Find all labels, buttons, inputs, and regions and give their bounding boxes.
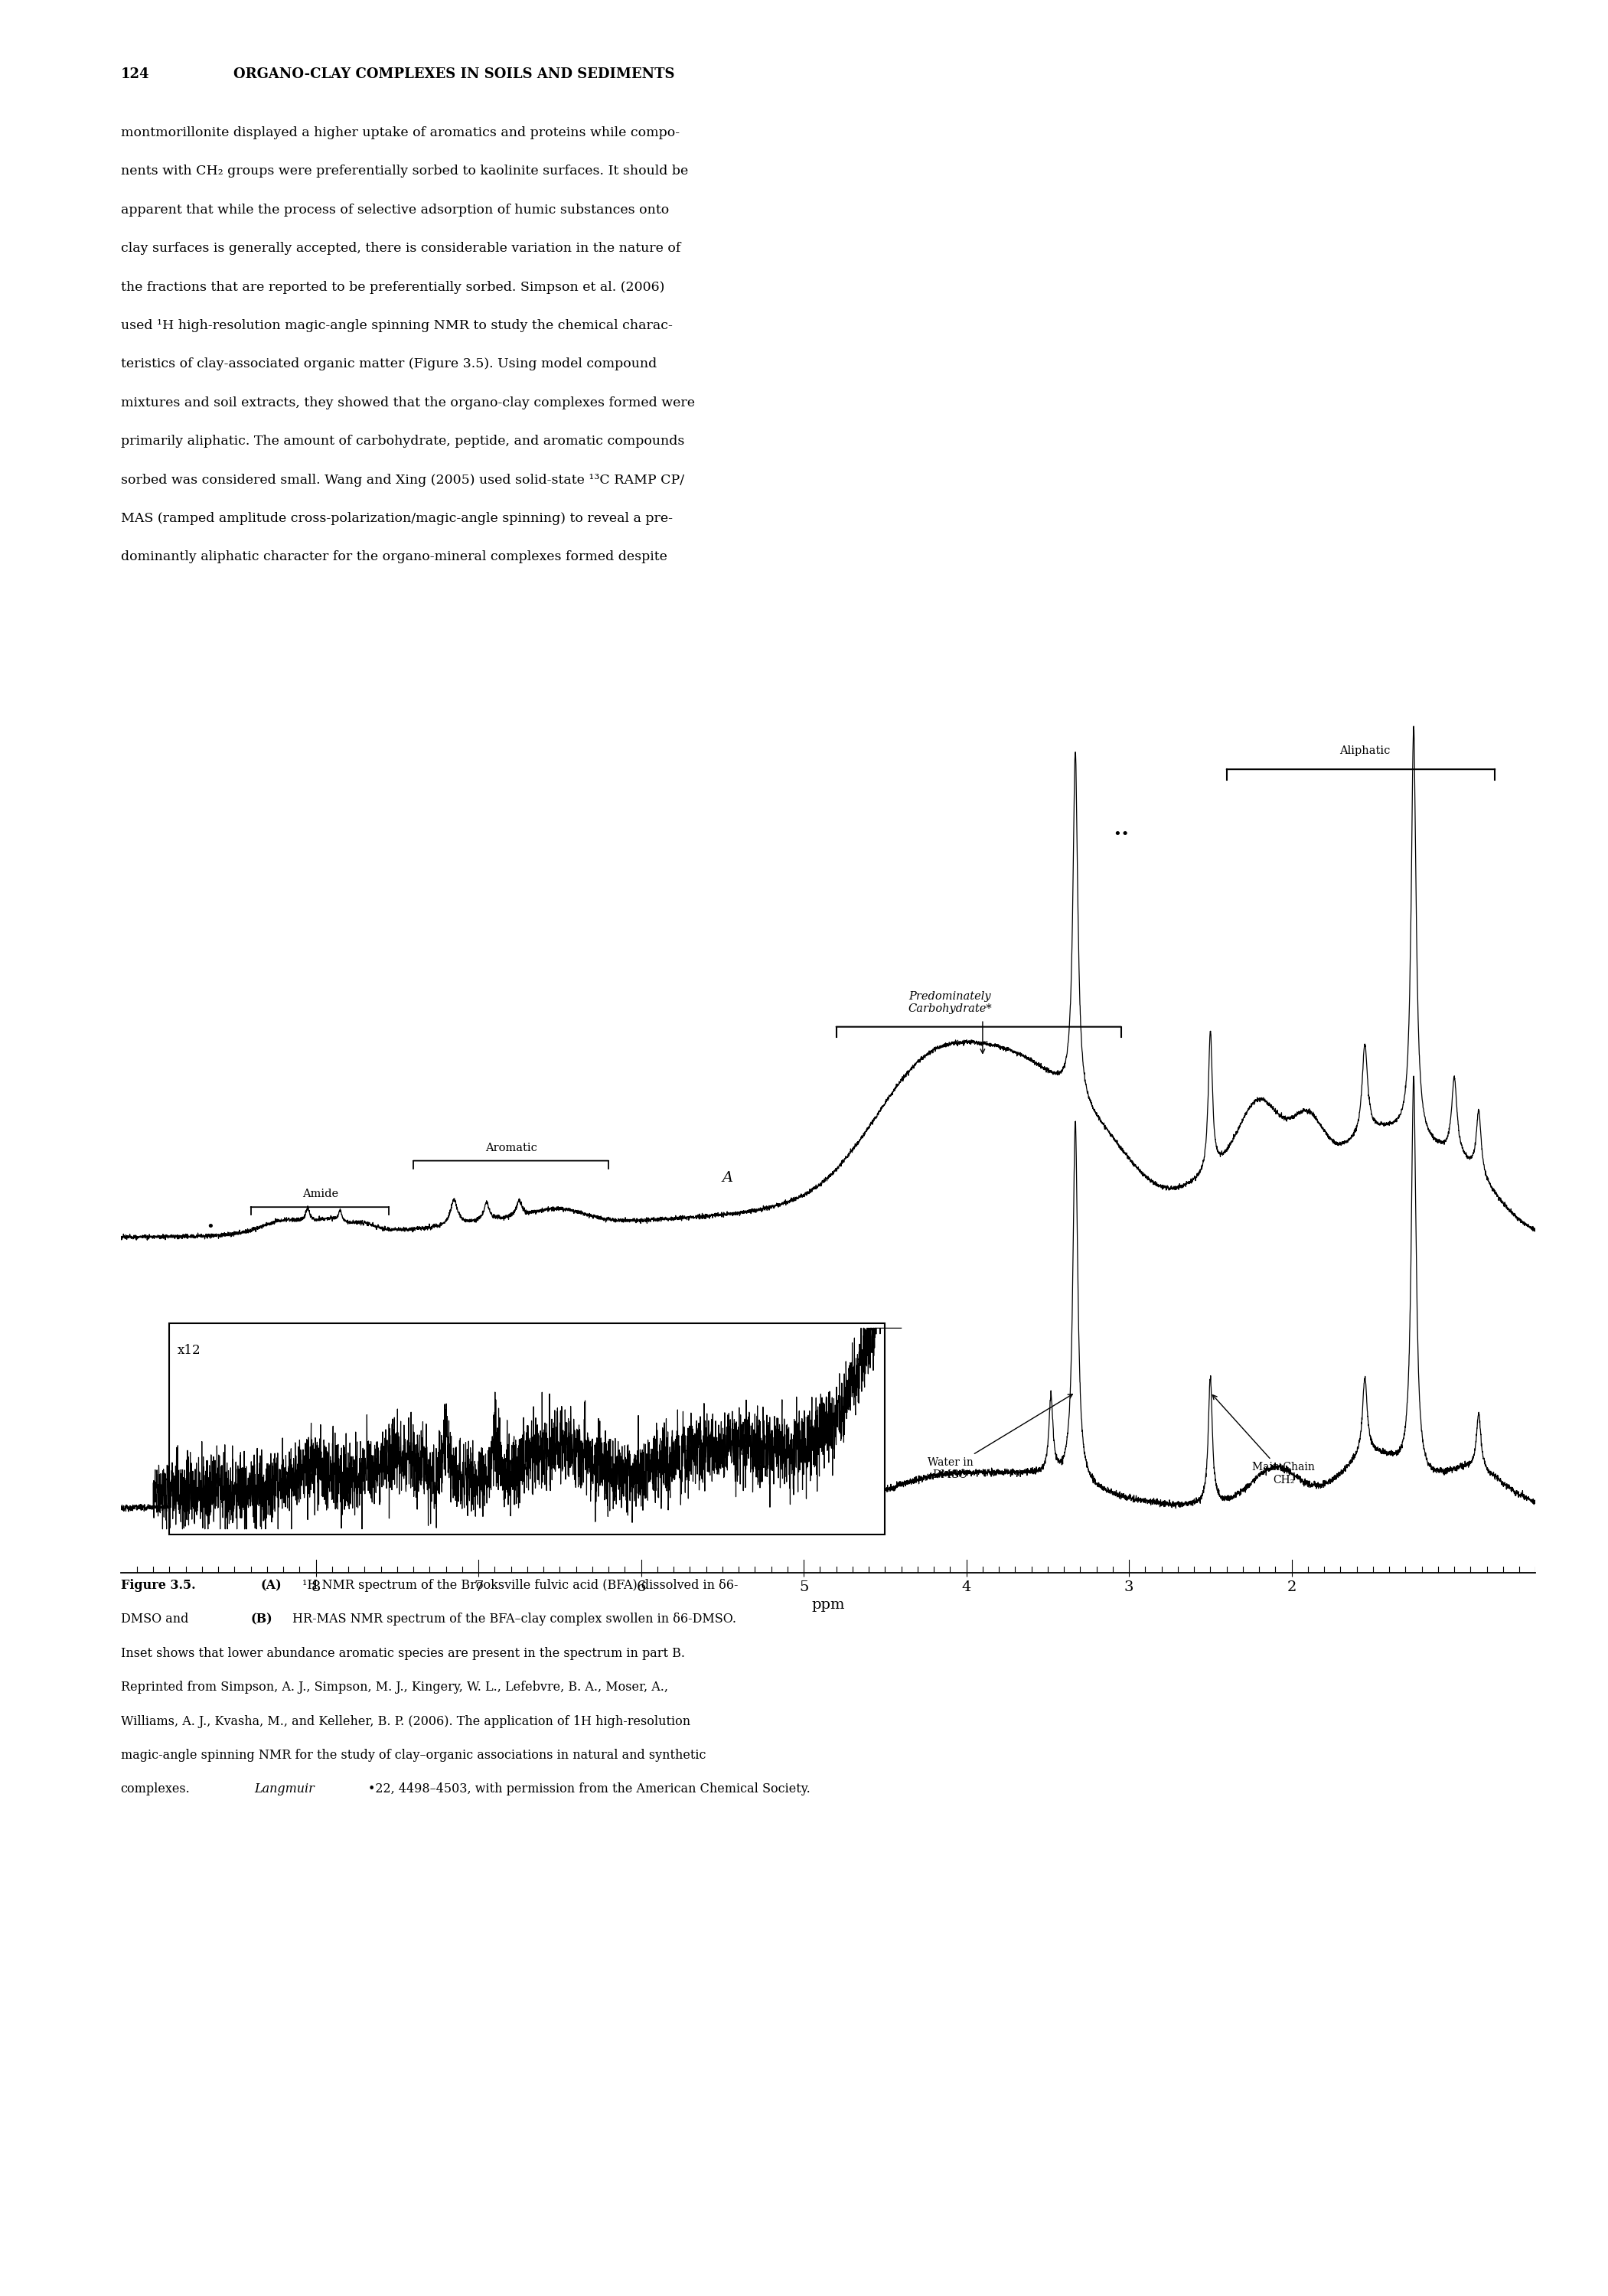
Text: B: B <box>722 1476 733 1490</box>
Text: Reprinted from Simpson, A. J., Simpson, M. J., Kingery, W. L., Lefebvre, B. A., : Reprinted from Simpson, A. J., Simpson, … <box>121 1681 667 1694</box>
Text: Aromatic: Aromatic <box>486 1143 537 1153</box>
Text: the fractions that are reported to be preferentially sorbed. Simpson et al. (200: the fractions that are reported to be pr… <box>121 280 664 294</box>
Text: magic-angle spinning NMR for the study of clay–organic associations in natural a: magic-angle spinning NMR for the study o… <box>121 1750 706 1761</box>
Text: Main Chain
CH₂: Main Chain CH₂ <box>1212 1396 1315 1486</box>
Text: ORGANO-CLAY COMPLEXES IN SOILS AND SEDIMENTS: ORGANO-CLAY COMPLEXES IN SOILS AND SEDIM… <box>233 67 674 80</box>
Text: montmorillonite displayed a higher uptake of aromatics and proteins while compo-: montmorillonite displayed a higher uptak… <box>121 126 680 140</box>
Text: Amide: Amide <box>302 1189 339 1199</box>
Text: MAS (ramped amplitude cross-polarization/magic-angle spinning) to reveal a pre-: MAS (ramped amplitude cross-polarization… <box>121 512 672 526</box>
Text: HR-MAS NMR spectrum of the BFA–clay complex swollen in δ6-DMSO.: HR-MAS NMR spectrum of the BFA–clay comp… <box>293 1612 736 1626</box>
Text: ••: •• <box>1113 829 1129 843</box>
Text: DMSO and: DMSO and <box>121 1612 188 1626</box>
Text: Inset shows that lower abundance aromatic species are present in the spectrum in: Inset shows that lower abundance aromati… <box>121 1646 685 1660</box>
Text: primarily aliphatic. The amount of carbohydrate, peptide, and aromatic compounds: primarily aliphatic. The amount of carbo… <box>121 434 683 448</box>
Text: x12: x12 <box>177 1343 201 1357</box>
Text: (A): (A) <box>260 1580 281 1591</box>
Text: Williams, A. J., Kvasha, M., and Kelleher, B. P. (2006). The application of 1H h: Williams, A. J., Kvasha, M., and Kellehe… <box>121 1715 690 1729</box>
Text: A: A <box>722 1171 733 1185</box>
Text: Aliphatic: Aliphatic <box>1339 746 1391 755</box>
Text: (B): (B) <box>251 1612 273 1626</box>
Text: •22, 4498–4503, with permission from the American Chemical Society.: •22, 4498–4503, with permission from the… <box>368 1782 810 1795</box>
X-axis label: ppm: ppm <box>812 1598 844 1612</box>
Text: Figure 3.5.: Figure 3.5. <box>121 1580 195 1591</box>
Text: sorbed was considered small. Wang and Xing (2005) used solid-state ¹³C RAMP CP/: sorbed was considered small. Wang and Xi… <box>121 473 683 487</box>
Text: apparent that while the process of selective adsorption of humic substances onto: apparent that while the process of selec… <box>121 204 669 216</box>
Text: mixtures and soil extracts, they showed that the organo-clay complexes formed we: mixtures and soil extracts, they showed … <box>121 397 695 409</box>
Text: ¹H NMR spectrum of the Brooksville fulvic acid (BFA) dissolved in δ6-: ¹H NMR spectrum of the Brooksville fulvi… <box>302 1580 738 1591</box>
Text: 124: 124 <box>121 67 150 80</box>
Text: Predominately
Carbohydrate*: Predominately Carbohydrate* <box>909 992 992 1015</box>
Text: complexes.: complexes. <box>121 1782 190 1795</box>
Bar <box>169 1322 884 1534</box>
Text: nents with CH₂ groups were preferentially sorbed to kaolinite surfaces. It shoul: nents with CH₂ groups were preferentiall… <box>121 165 688 177</box>
Text: •: • <box>206 1221 214 1235</box>
Text: Water in
DMSO: Water in DMSO <box>928 1394 1073 1481</box>
Text: Langmuir: Langmuir <box>254 1782 314 1795</box>
Text: dominantly aliphatic character for the organo-mineral complexes formed despite: dominantly aliphatic character for the o… <box>121 551 667 563</box>
Text: used ¹H high-resolution magic-angle spinning NMR to study the chemical charac-: used ¹H high-resolution magic-angle spin… <box>121 319 672 333</box>
Text: teristics of clay-associated organic matter (Figure 3.5). Using model compound: teristics of clay-associated organic mat… <box>121 358 656 370</box>
Text: clay surfaces is generally accepted, there is considerable variation in the natu: clay surfaces is generally accepted, the… <box>121 241 680 255</box>
